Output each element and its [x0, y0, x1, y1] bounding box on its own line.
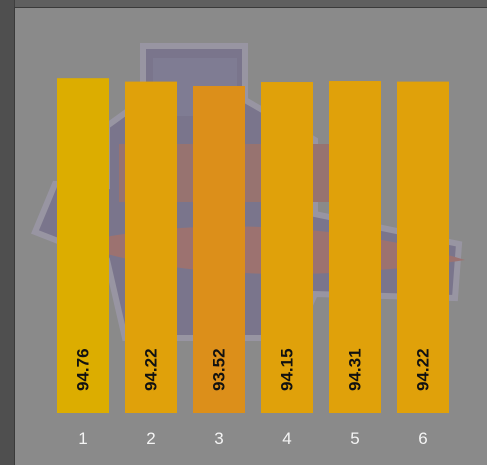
bar-5[interactable] — [329, 81, 381, 413]
bar-value-label-4: 94.15 — [278, 348, 297, 391]
bar-value-label-5: 94.31 — [346, 348, 365, 391]
bar-value-label-1: 94.76 — [74, 348, 93, 391]
bar-value-label-2: 94.22 — [142, 348, 161, 391]
bars-layer — [57, 78, 449, 414]
x-tick-label-5: 5 — [350, 429, 359, 448]
bar-value-label-6: 94.22 — [414, 348, 433, 391]
x-tick-labels-layer: 1 2 3 4 5 6 — [78, 429, 427, 448]
x-tick-label-2: 2 — [146, 429, 155, 448]
x-tick-label-6: 6 — [418, 429, 427, 448]
bar-6[interactable] — [397, 81, 449, 413]
x-tick-label-3: 3 — [214, 429, 223, 448]
value-labels-layer: 94.76 94.22 93.52 94.15 94.31 94.22 — [74, 348, 433, 391]
bar-1[interactable] — [57, 78, 109, 414]
bar-3[interactable] — [193, 86, 245, 413]
x-tick-label-4: 4 — [282, 429, 291, 448]
chart-panel[interactable]: 94.76 94.22 93.52 94.15 94.31 94.22 1 2 3 4 5 6 — [14, 7, 487, 465]
bar-value-label-3: 93.52 — [210, 348, 229, 391]
bar-4[interactable] — [261, 82, 313, 413]
x-tick-label-1: 1 — [78, 429, 87, 448]
bar-chart: 94.76 94.22 93.52 94.15 94.31 94.22 1 2 3 4 5 6 — [57, 78, 449, 448]
left-sidebar-strip — [0, 0, 15, 465]
bar-2[interactable] — [125, 81, 177, 413]
